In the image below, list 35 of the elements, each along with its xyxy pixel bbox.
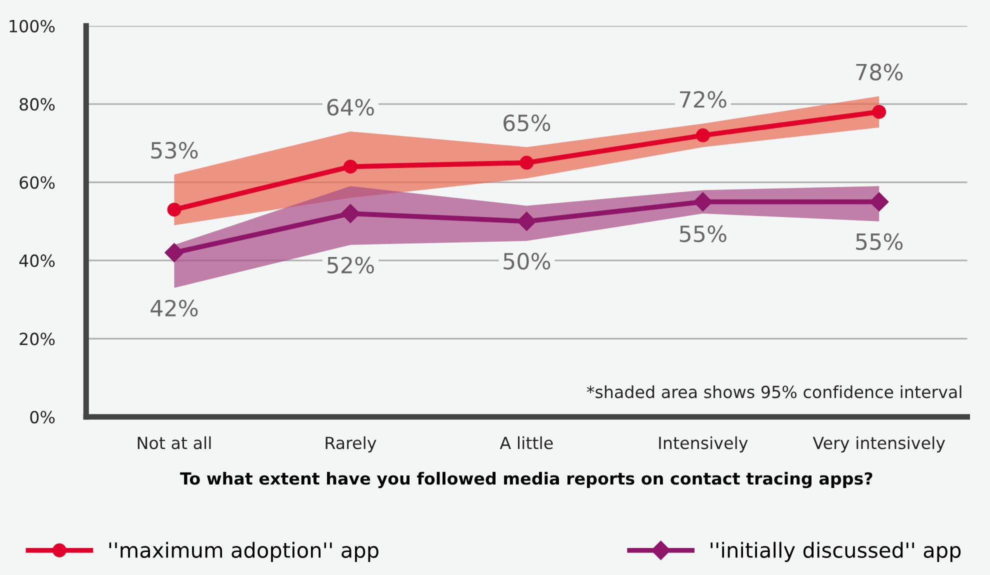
point — [870, 192, 889, 212]
y-tick-label: 80% — [20, 98, 55, 111]
annotation: *shaded area shows 95% confidence interval — [586, 385, 962, 398]
y-tick-label: 0% — [30, 410, 55, 424]
data-label: 55% — [680, 225, 726, 242]
y-tick-label: 100% — [10, 20, 55, 32]
x-tick-label: Rarely — [326, 436, 376, 452]
data-label: 53% — [151, 142, 198, 159]
point — [344, 160, 358, 174]
x-axis-title: To what extent have you followed media reports on contact tracing apps? — [180, 472, 872, 488]
point — [164, 243, 184, 262]
point — [517, 212, 536, 231]
data-label: 42% — [150, 300, 198, 317]
x-tick-label: Very intensively — [812, 436, 946, 452]
x-tick-label: Intensively — [659, 436, 748, 452]
data-label: 50% — [504, 252, 550, 270]
x-tick-label: A little — [500, 436, 553, 450]
point — [696, 128, 710, 142]
data-label: 72% — [680, 91, 726, 108]
data-label: 78% — [856, 64, 903, 80]
x-tick-label: Not at all — [138, 436, 211, 450]
point — [872, 104, 886, 119]
legend-label: ''initially discussed'' app — [710, 542, 961, 562]
point — [167, 202, 182, 217]
y-tick-label: 40% — [19, 254, 55, 268]
data-label: 55% — [856, 233, 903, 250]
data-label: 64% — [327, 98, 374, 116]
y-tick-label: 20% — [20, 332, 55, 346]
data-label: 52% — [327, 256, 374, 274]
point — [693, 192, 712, 212]
point — [340, 204, 360, 224]
point — [520, 156, 534, 170]
legend-label: ''maximum adoption'' app — [109, 542, 378, 562]
y-tick-label: 60% — [20, 176, 55, 189]
data-label: 65% — [504, 114, 550, 132]
